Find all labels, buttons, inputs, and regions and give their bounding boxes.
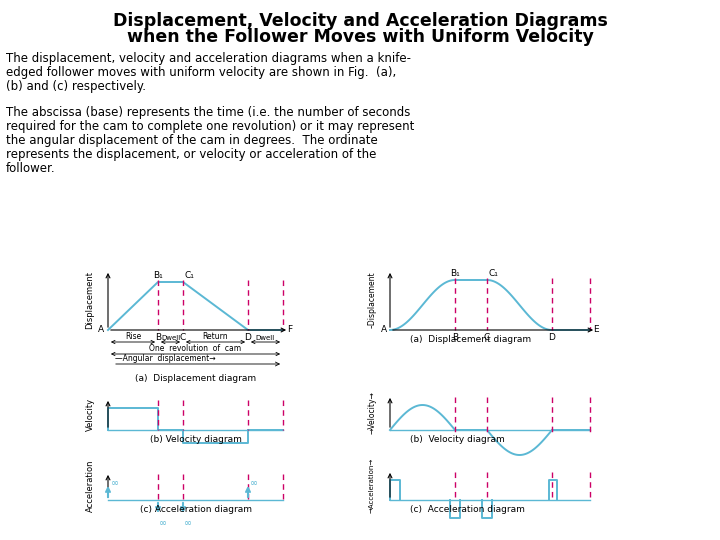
Text: (c) Acceleration diagram: (c) Acceleration diagram <box>140 505 251 514</box>
Text: ∞: ∞ <box>159 518 167 528</box>
Text: ∞: ∞ <box>250 478 258 488</box>
Text: Acceleration: Acceleration <box>86 460 94 512</box>
Text: represents the displacement, or velocity or acceleration of the: represents the displacement, or velocity… <box>6 148 377 161</box>
Text: B: B <box>155 333 161 342</box>
Text: ∞: ∞ <box>184 518 192 528</box>
Text: C₁: C₁ <box>184 271 194 280</box>
Text: A: A <box>381 326 387 334</box>
Text: E: E <box>593 326 598 334</box>
Text: The abscissa (base) represents the time (i.e. the number of seconds: The abscissa (base) represents the time … <box>6 106 410 119</box>
Text: The displacement, velocity and acceleration diagrams when a knife-: The displacement, velocity and accelerat… <box>6 52 411 65</box>
Text: B: B <box>452 333 458 342</box>
Text: (b)  Velocity diagram: (b) Velocity diagram <box>410 435 505 444</box>
Text: One  revolution  of  cam: One revolution of cam <box>150 344 242 353</box>
Text: Velocity: Velocity <box>86 397 94 430</box>
Text: B₁: B₁ <box>153 271 163 280</box>
Text: B₁: B₁ <box>450 269 460 278</box>
Text: Displacement: Displacement <box>86 271 94 329</box>
Text: (c)  Acceleration diagram: (c) Acceleration diagram <box>410 505 525 514</box>
Text: Dwell: Dwell <box>256 335 275 341</box>
Text: C: C <box>180 333 186 342</box>
Text: D: D <box>549 333 555 342</box>
Text: (a)  Displacement diagram: (a) Displacement diagram <box>410 335 531 344</box>
Text: C₁: C₁ <box>488 269 498 278</box>
Text: D: D <box>245 333 251 342</box>
Text: Return: Return <box>203 332 228 341</box>
Text: A: A <box>98 326 104 334</box>
Text: required for the cam to complete one revolution) or it may represent: required for the cam to complete one rev… <box>6 120 415 133</box>
Text: ∞: ∞ <box>111 478 119 488</box>
Text: (b) Velocity diagram: (b) Velocity diagram <box>150 435 241 444</box>
Text: F: F <box>287 326 292 334</box>
Text: →Acceleration→: →Acceleration→ <box>369 457 375 512</box>
Text: when the Follower Moves with Uniform Velocity: when the Follower Moves with Uniform Vel… <box>127 28 593 46</box>
Text: (b) and (c) respectively.: (b) and (c) respectively. <box>6 80 146 93</box>
Text: –Displacement: –Displacement <box>367 272 377 328</box>
Text: Rise: Rise <box>125 332 141 341</box>
Text: Dwell: Dwell <box>161 335 180 341</box>
Text: C: C <box>484 333 490 342</box>
Text: follower.: follower. <box>6 162 55 175</box>
Text: (a)  Displacement diagram: (a) Displacement diagram <box>135 374 256 383</box>
Text: →Velocity→: →Velocity→ <box>367 391 377 434</box>
Text: edged follower moves with uniform velocity are shown in Fig.  (a),: edged follower moves with uniform veloci… <box>6 66 396 79</box>
Text: the angular displacement of the cam in degrees.  The ordinate: the angular displacement of the cam in d… <box>6 134 378 147</box>
Text: —Angular  displacement→: —Angular displacement→ <box>115 354 215 363</box>
Text: Displacement, Velocity and Acceleration Diagrams: Displacement, Velocity and Acceleration … <box>112 12 608 30</box>
